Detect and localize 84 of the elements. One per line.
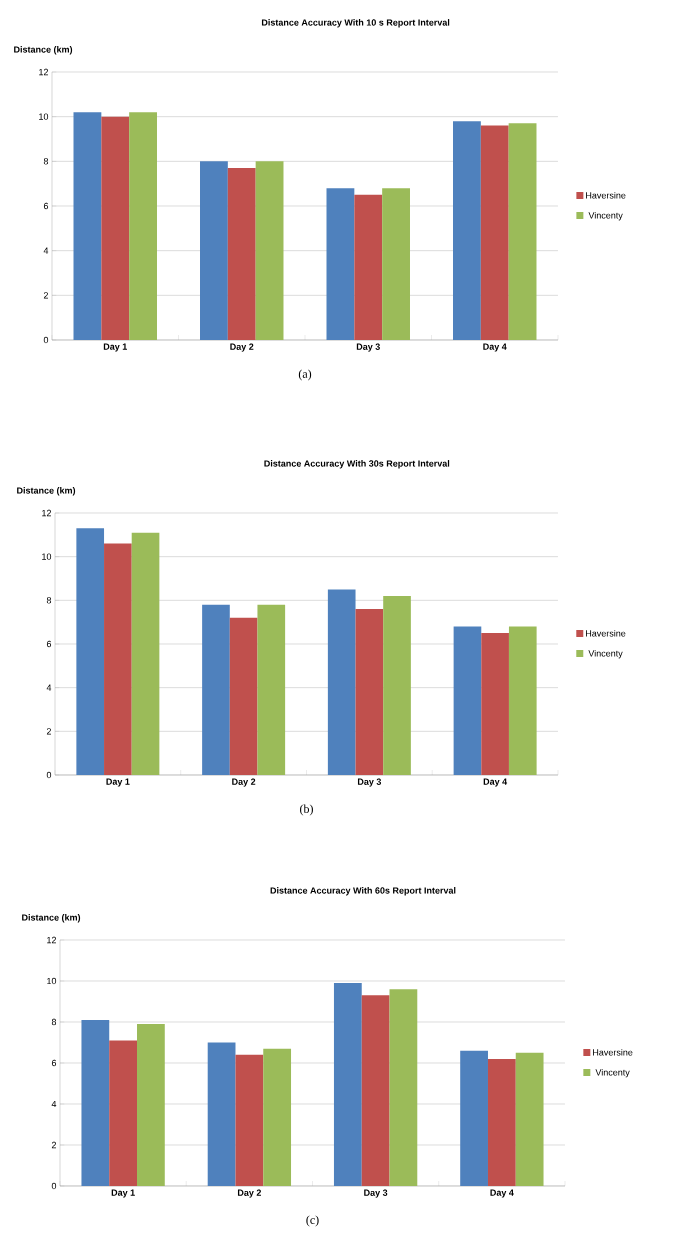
- bar: [480, 125, 509, 340]
- bar: [131, 532, 160, 775]
- bar: [460, 1050, 488, 1186]
- y-tick-label: 4: [46, 684, 52, 691]
- x-tick-label: Day 3: [357, 778, 382, 787]
- text: (b): [300, 804, 313, 816]
- x-tick-label: Day 4: [490, 1189, 514, 1198]
- bar: [104, 543, 132, 775]
- bar: [235, 1054, 264, 1186]
- y-tick-label: 8: [51, 1018, 57, 1026]
- bar: [453, 626, 482, 775]
- y-tick-label: 8: [43, 158, 49, 165]
- bar: [515, 1052, 544, 1186]
- legend-label: Haversine: [586, 629, 626, 637]
- x-tick-label: Day 1: [111, 1189, 135, 1198]
- bar: [81, 1019, 110, 1186]
- y-tick-label: 0: [46, 771, 52, 779]
- y-tick-label: 4: [51, 1100, 57, 1108]
- bar: [137, 1024, 165, 1186]
- bar: [481, 633, 509, 775]
- text: (a): [298, 369, 312, 381]
- x-tick-label: Day 2: [230, 343, 254, 352]
- y-tick-label: 0: [43, 336, 49, 344]
- y-tick-label: 2: [51, 1141, 57, 1149]
- y-tick-label: 10: [42, 553, 52, 560]
- y-tick-label: 12: [39, 68, 49, 76]
- bar: [487, 1058, 516, 1186]
- bar: [255, 161, 284, 340]
- bar: [508, 123, 537, 340]
- y-tick-label: 6: [46, 640, 52, 648]
- bar: [361, 995, 390, 1186]
- y-tick-label: 12: [47, 936, 57, 944]
- bar: [257, 604, 286, 775]
- chart-title: Distance Accuracy With 30s Report Interval: [264, 460, 450, 469]
- bar: [109, 1040, 138, 1186]
- bar: [101, 116, 130, 340]
- x-tick-label: Day 1: [103, 343, 127, 352]
- bar: [508, 626, 537, 775]
- x-tick-label: Day 2: [237, 1189, 262, 1198]
- x-tick-label: Day 3: [356, 343, 380, 352]
- y-tick-label: 6: [51, 1059, 57, 1067]
- y-tick-label: 2: [46, 728, 52, 735]
- chart-title: Distance Accuracy With 10 s Report Interval: [261, 19, 450, 28]
- legend-label: Vincenty: [595, 1068, 630, 1078]
- x-tick-label: Day 1: [106, 778, 130, 787]
- x-tick-label: Day 4: [483, 343, 507, 352]
- bar: [333, 983, 362, 1186]
- bar: [389, 989, 418, 1186]
- y-axis-title: Distance (km): [17, 487, 76, 496]
- y-tick-label: 0: [51, 1182, 57, 1190]
- bar: [383, 595, 411, 775]
- bar: [354, 194, 383, 340]
- y-tick-label: 6: [43, 202, 49, 210]
- y-tick-label: 10: [47, 977, 57, 985]
- bar: [229, 617, 258, 775]
- legend-label: Vincenty: [588, 649, 623, 659]
- chart-title: Distance Accuracy With 60s Report Interval: [270, 887, 456, 896]
- bar: [129, 112, 157, 340]
- bar: [453, 121, 481, 340]
- bar: [207, 1042, 236, 1186]
- bar: [200, 161, 228, 340]
- bar: [202, 604, 230, 775]
- text: (c): [306, 1215, 319, 1227]
- y-tick-label: 4: [43, 247, 49, 254]
- bar: [73, 112, 102, 340]
- y-tick-label: 10: [39, 113, 49, 120]
- y-tick-label: 8: [46, 597, 52, 604]
- x-tick-label: Day 4: [483, 778, 508, 787]
- y-tick-label: 12: [42, 509, 52, 517]
- y-tick-label: 2: [43, 292, 49, 299]
- bar: [326, 188, 355, 340]
- y-axis-title: Distance (km): [22, 914, 81, 923]
- bar: [76, 528, 105, 775]
- bar: [227, 168, 256, 340]
- bar: [263, 1048, 292, 1186]
- bar: [327, 589, 356, 775]
- x-tick-label: Day 3: [364, 1189, 388, 1198]
- x-tick-label: Day 2: [232, 778, 256, 787]
- legend-label: Haversine: [586, 191, 626, 199]
- y-axis-title: Distance (km): [14, 46, 73, 55]
- bar: [382, 188, 410, 340]
- legend-label: Haversine: [593, 1048, 633, 1056]
- bar: [355, 609, 384, 775]
- legend-label: Vincenty: [588, 211, 623, 221]
